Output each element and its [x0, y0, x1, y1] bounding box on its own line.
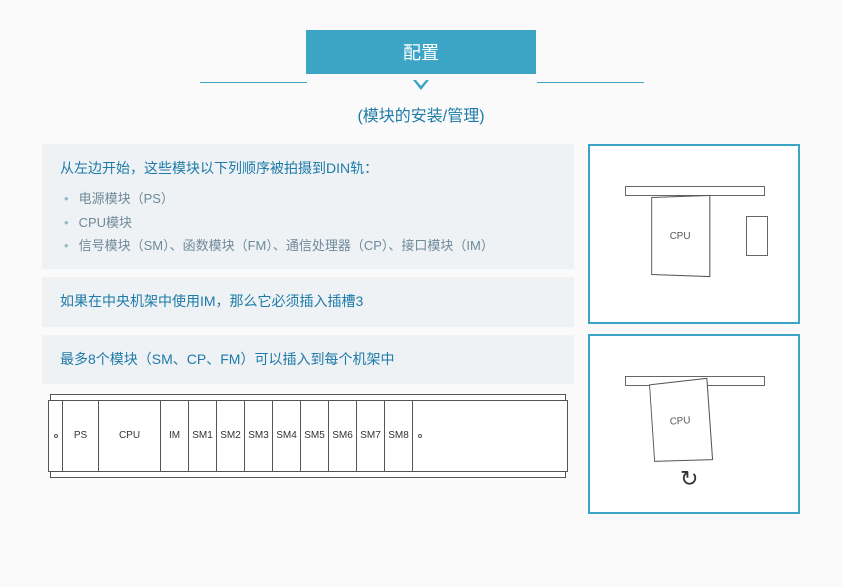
card1-lead: 从左边开始，这些模块以下列顺序被拍摄到DIN轨： — [60, 156, 556, 181]
cpu-module-icon: CPU — [649, 378, 713, 462]
rack-slot: SM1 — [189, 401, 217, 471]
rack-endcap — [49, 401, 63, 471]
list-item: CPU模块 — [60, 211, 556, 234]
rack-slot: SM4 — [273, 401, 301, 471]
swing-arrow-icon: ↻ — [680, 466, 698, 492]
cpu-label: CPU — [669, 415, 690, 427]
rack-slot: CPU — [99, 401, 161, 471]
screw-icon — [54, 434, 58, 438]
card3-text: 最多8个模块（SM、CP、FM）可以插入到每个机架中 — [60, 351, 394, 367]
rack-diagram: PSCPUIMSM1SM2SM3SM4SM5SM6SM7SM8 — [42, 394, 574, 478]
list-item: 电源模块（PS） — [60, 187, 556, 210]
card-din-order: 从左边开始，这些模块以下列顺序被拍摄到DIN轨： 电源模块（PS） CPU模块 … — [42, 144, 574, 269]
title-rule-left — [200, 82, 307, 83]
title-text: 配置 — [403, 39, 439, 65]
right-column: CPU CPU ↻ — [588, 144, 800, 514]
rack-slot: SM6 — [329, 401, 357, 471]
rack-slot: SM5 — [301, 401, 329, 471]
rack-endcap — [413, 401, 427, 471]
content-row: 从左边开始，这些模块以下列顺序被拍摄到DIN轨： 电源模块（PS） CPU模块 … — [0, 144, 842, 514]
card-max8: 最多8个模块（SM、CP、FM）可以插入到每个机架中 — [42, 335, 574, 384]
rack-bottom-rail — [50, 472, 566, 478]
screw-icon — [418, 434, 422, 438]
rack-slot: IM — [161, 401, 189, 471]
clip-icon — [746, 216, 768, 256]
rack-slot: SM7 — [357, 401, 385, 471]
left-column: 从左边开始，这些模块以下列顺序被拍摄到DIN轨： 电源模块（PS） CPU模块 … — [42, 144, 574, 514]
rack-slot: SM8 — [385, 401, 413, 471]
illustration-mount-bottom: CPU ↻ — [588, 334, 800, 514]
title-banner: 配置 — [306, 30, 536, 74]
card2-text: 如果在中央机架中使用IM，那么它必须插入插槽3 — [60, 293, 363, 309]
rack-slot: SM3 — [245, 401, 273, 471]
list-item: 信号模块（SM）、函数模块（FM）、通信处理器（CP）、接口模块（IM） — [60, 234, 556, 257]
subtitle: (模块的安装/管理) — [0, 102, 842, 126]
illustration-mount-top: CPU — [588, 144, 800, 324]
pointer-inner — [416, 80, 426, 86]
rack-slot: PS — [63, 401, 99, 471]
rack-slot: SM2 — [217, 401, 245, 471]
rack-body: PSCPUIMSM1SM2SM3SM4SM5SM6SM7SM8 — [48, 400, 568, 472]
title-rule-right — [537, 82, 644, 83]
cpu-label: CPU — [670, 230, 691, 241]
cpu-module-icon: CPU — [651, 195, 710, 277]
card-im-slot3: 如果在中央机架中使用IM，那么它必须插入插槽3 — [42, 277, 574, 326]
card1-list: 电源模块（PS） CPU模块 信号模块（SM）、函数模块（FM）、通信处理器（C… — [60, 187, 556, 257]
